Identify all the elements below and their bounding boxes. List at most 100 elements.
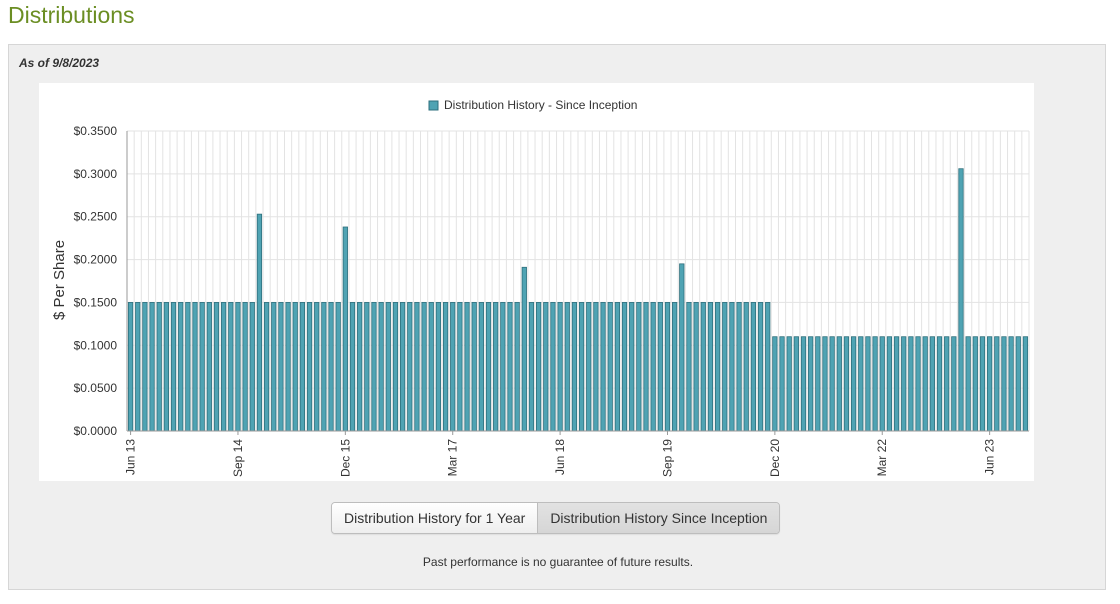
distribution-bar[interactable] [314,302,320,432]
distribution-bar[interactable] [679,263,685,432]
distribution-bar[interactable] [407,302,413,432]
distribution-bar[interactable] [285,302,291,432]
distribution-bar[interactable] [951,336,957,432]
distribution-bar[interactable] [299,302,306,432]
distribution-bar[interactable] [357,302,363,432]
distribution-bar[interactable] [292,302,298,432]
distribution-bar[interactable] [1022,336,1029,432]
distribution-bar[interactable] [972,336,978,432]
distribution-bar[interactable] [636,302,642,432]
distribution-bar[interactable] [643,302,649,432]
distribution-bar[interactable] [629,302,635,432]
distribution-bar[interactable] [994,336,1000,432]
distribution-bar[interactable] [213,302,220,432]
distribution-bar[interactable] [843,336,850,432]
distribution-bar[interactable] [414,302,420,432]
distribution-bar[interactable] [364,302,370,432]
distribution-bar[interactable] [686,302,692,432]
distribution-bar[interactable] [206,302,212,432]
distribution-bar[interactable] [199,302,205,432]
distribution-bar[interactable] [707,302,714,432]
distribution-bar[interactable] [650,302,656,432]
distribution-bar[interactable] [850,336,857,432]
distribution-bar[interactable] [657,302,663,432]
distribution-bar[interactable] [256,213,263,432]
distribution-bar[interactable] [765,302,771,432]
distribution-bar[interactable] [521,266,527,432]
distribution-bar[interactable] [793,336,799,432]
distribution-bar[interactable] [893,336,900,432]
distribution-bar[interactable] [664,302,671,432]
distribution-bar[interactable] [135,302,141,432]
distribution-bar[interactable] [722,302,728,432]
distribution-bar[interactable] [872,336,878,432]
distribution-bar[interactable] [743,302,749,432]
distribution-bar[interactable] [729,302,735,432]
distribution-bar[interactable] [800,336,807,432]
distribution-bar[interactable] [714,302,721,432]
distribution-bar[interactable] [328,302,334,432]
distribution-bar[interactable] [1008,336,1014,432]
distribution-bar[interactable] [178,302,184,432]
distribution-bar[interactable] [879,336,885,432]
distribution-bar[interactable] [571,302,578,432]
distribution-bar[interactable] [485,302,492,432]
distribution-bar[interactable] [435,302,442,432]
distribution-bar[interactable] [514,302,520,432]
distribution-bar[interactable] [614,302,620,432]
distribution-bar[interactable] [672,302,678,432]
distribution-bar[interactable] [700,302,706,432]
distribution-bar[interactable] [779,336,785,432]
distribution-bar[interactable] [958,168,964,432]
distribution-bar[interactable] [471,302,477,432]
distribution-bar[interactable] [736,302,742,432]
distribution-bar[interactable] [493,302,499,432]
distribution-bar[interactable] [772,336,778,432]
distribution-bar[interactable] [306,302,313,432]
distribution-bar[interactable] [185,302,191,432]
distribution-bar[interactable] [428,302,434,432]
distribution-bar[interactable] [578,302,585,432]
distribution-bar[interactable] [478,302,484,432]
distribution-bar[interactable] [550,302,556,432]
distribution-bar[interactable] [965,336,971,432]
distribution-bar[interactable] [1001,336,1007,432]
distribution-bar[interactable] [349,302,356,432]
distribution-bar[interactable] [528,302,535,432]
distribution-bar[interactable] [757,302,764,432]
since-inception-button[interactable]: Distribution History Since Inception [537,503,780,533]
distribution-bar[interactable] [586,302,592,432]
distribution-bar[interactable] [163,302,169,432]
distribution-bar[interactable] [263,302,270,432]
distribution-bar[interactable] [786,336,792,432]
distribution-bar[interactable] [385,302,391,432]
distribution-bar[interactable] [836,336,842,432]
distribution-bar[interactable] [421,302,427,432]
distribution-bar[interactable] [908,336,914,432]
distribution-bar[interactable] [621,302,628,432]
distribution-bar[interactable] [221,302,227,432]
distribution-bar[interactable] [865,336,871,432]
distribution-bar[interactable] [450,302,456,432]
distribution-bar[interactable] [399,302,406,432]
distribution-bar[interactable] [822,336,828,432]
distribution-bar[interactable] [342,226,348,432]
distribution-bar[interactable] [829,336,835,432]
distribution-bar[interactable] [392,302,399,432]
distribution-bar[interactable] [593,302,599,432]
distribution-bar[interactable] [936,336,943,432]
distribution-bar[interactable] [507,302,513,432]
distribution-bar[interactable] [249,302,255,432]
distribution-bar[interactable] [557,302,563,432]
distribution-bar[interactable] [278,302,284,432]
distribution-bar[interactable] [886,336,893,432]
distribution-bar[interactable] [457,302,463,432]
distribution-bar[interactable] [335,302,341,432]
distribution-bar[interactable] [142,302,148,432]
distribution-bar[interactable] [500,302,506,432]
distribution-bar[interactable] [242,302,248,432]
distribution-bar[interactable] [127,302,134,432]
distribution-bar[interactable] [235,302,241,432]
distribution-bar[interactable] [1015,336,1021,432]
distribution-bar[interactable] [944,336,950,432]
